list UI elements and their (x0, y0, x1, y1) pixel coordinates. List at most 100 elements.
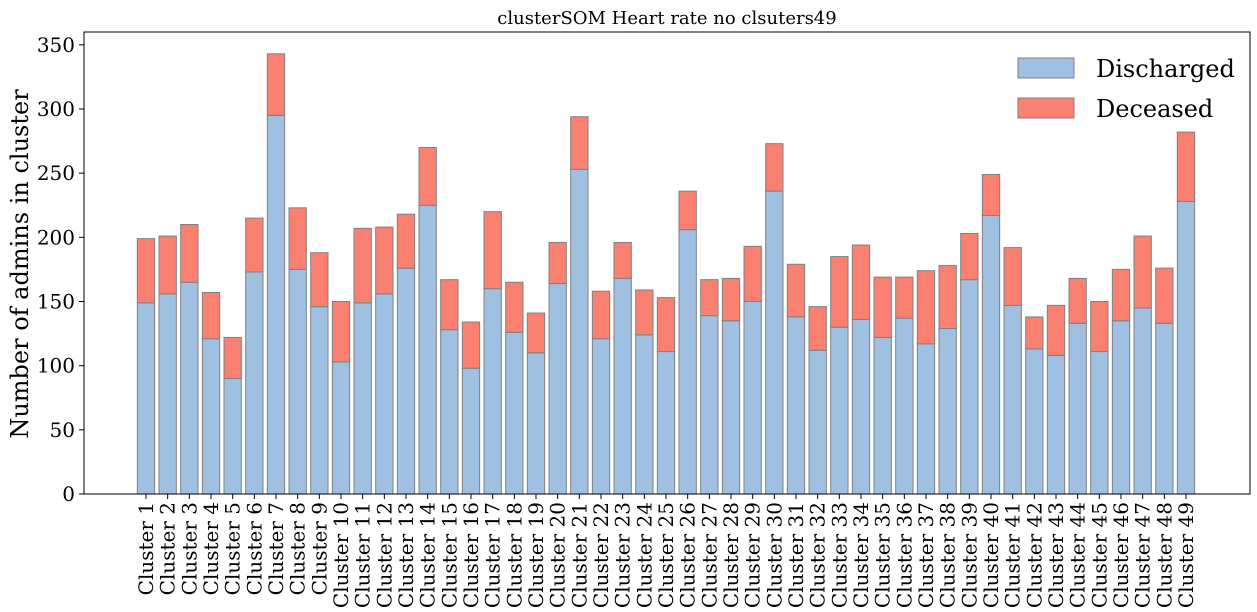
y-axis: 0 50 100 150 200 250 300 350 (37, 33, 84, 506)
bar-discharged (808, 349, 827, 495)
bar-discharged (353, 302, 372, 495)
bar-deceased (1155, 267, 1174, 324)
x-tick-label: Cluster 2 (156, 502, 180, 595)
x-tick-label: Cluster 36 (892, 502, 916, 608)
bar-discharged (981, 215, 1001, 495)
bar-discharged (656, 351, 676, 495)
bar-discharged (310, 306, 329, 495)
bar-discharged (266, 114, 286, 495)
x-tick-label: Cluster 3 (177, 502, 201, 595)
bar-discharged (223, 378, 242, 495)
x-tick-label: Cluster 16 (459, 502, 483, 608)
x-tick-label: Cluster 30 (762, 502, 786, 608)
bar-discharged (245, 271, 264, 495)
x-tick-label: Cluster 13 (394, 502, 418, 608)
bar-discharged (1046, 354, 1066, 495)
bar-discharged (440, 329, 459, 495)
legend: Discharged Deceased (1017, 55, 1235, 123)
bar-deceased (830, 256, 849, 328)
x-tick-label: Cluster 37 (914, 502, 938, 608)
x-tick-label: Cluster 41 (1001, 502, 1025, 608)
x-tick-label: Cluster 28 (719, 502, 743, 608)
bar-deceased (613, 241, 632, 279)
bar-discharged (483, 288, 502, 495)
bar-discharged (418, 204, 437, 495)
bar-deceased (1176, 131, 1196, 202)
y-tick-label: 0 (62, 482, 75, 506)
x-tick-label: Cluster 43 (1044, 502, 1068, 608)
bar-discharged (1090, 351, 1109, 495)
bar-discharged (721, 320, 741, 495)
x-tick-label: Cluster 23 (611, 502, 635, 608)
bar-discharged (873, 336, 892, 495)
y-tick-label: 50 (50, 418, 75, 442)
bar-deceased (136, 238, 156, 304)
x-tick-label: Cluster 20 (546, 502, 570, 608)
x-tick-label: Cluster 22 (589, 502, 613, 608)
bar-discharged (830, 326, 849, 495)
bar-deceased (570, 116, 589, 170)
bar-deceased (223, 336, 242, 379)
bar-deceased (873, 276, 892, 338)
bar-discharged (158, 293, 177, 495)
x-tick-label: Cluster 10 (329, 502, 353, 608)
x-tick-label: Cluster 6 (242, 502, 266, 595)
bar-deceased (1111, 268, 1131, 322)
x-tick-label: Cluster 29 (741, 502, 765, 608)
bar-discharged (288, 268, 307, 495)
legend-label: Discharged (1096, 55, 1235, 83)
x-tick-label: Cluster 34 (849, 502, 873, 608)
bar-deceased (1068, 277, 1087, 324)
bar-deceased (396, 213, 416, 269)
x-tick-label: Cluster 18 (502, 502, 526, 608)
bar-deceased (505, 281, 524, 333)
bar-discharged (201, 338, 221, 495)
legend-swatch (1017, 97, 1075, 119)
bar-discharged (375, 293, 394, 495)
x-tick-label: Cluster 39 (957, 502, 981, 608)
bar-discharged (1155, 322, 1174, 495)
bar-deceased (331, 301, 351, 363)
bar-deceased (1133, 235, 1152, 309)
bar-discharged (895, 317, 914, 495)
y-tick-label: 300 (37, 97, 75, 121)
bar-discharged (1111, 320, 1131, 495)
bar-deceased (808, 306, 827, 351)
bar-deceased (938, 265, 957, 329)
bar-discharged (461, 367, 481, 495)
x-tick-label: Cluster 11 (351, 502, 375, 608)
bar-deceased (678, 190, 697, 231)
x-tick-label: Cluster 49 (1174, 502, 1198, 608)
x-tick-label: Cluster 7 (264, 502, 288, 595)
x-tick-label: Cluster 31 (784, 502, 808, 608)
y-tick-label: 350 (37, 33, 75, 57)
legend-label: Deceased (1096, 95, 1213, 123)
bar-deceased (916, 270, 936, 345)
x-tick-label: Cluster 15 (437, 502, 461, 608)
x-tick-label: Cluster 38 (936, 502, 960, 608)
bar-discharged (786, 316, 806, 495)
x-tick-label: Cluster 25 (654, 502, 678, 608)
x-tick-label: Cluster 26 (676, 502, 700, 608)
bar-deceased (700, 279, 719, 317)
bar-deceased (245, 217, 264, 273)
bar-discharged (1003, 304, 1022, 495)
bar-discharged (331, 361, 351, 495)
x-tick-label: Cluster 1 (134, 502, 158, 595)
y-axis-label: Number of admins in cluster (6, 89, 34, 439)
x-tick-label: Cluster 42 (1022, 502, 1046, 608)
bar-discharged (700, 315, 719, 495)
legend-swatch (1017, 57, 1075, 79)
x-tick-label: Cluster 24 (632, 502, 656, 608)
bar-discharged (136, 302, 156, 495)
bar-discharged (613, 277, 632, 495)
y-tick-label: 200 (37, 225, 75, 249)
bar-deceased (266, 53, 286, 116)
bar-discharged (548, 283, 567, 495)
bar-deceased (1003, 247, 1022, 306)
bar-discharged (960, 279, 979, 495)
bar-deceased (310, 252, 329, 308)
bar-deceased (288, 207, 307, 270)
x-tick-label: Cluster 44 (1066, 502, 1090, 608)
